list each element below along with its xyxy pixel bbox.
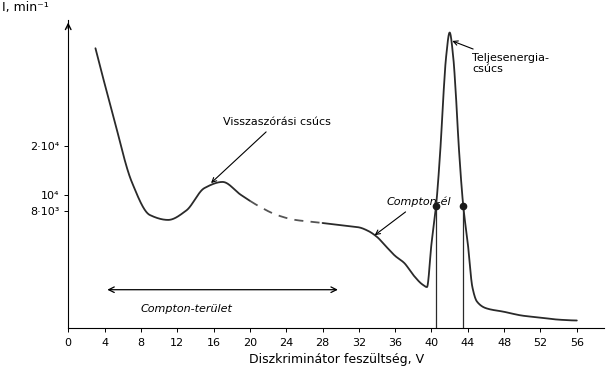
X-axis label: Diszkriminátor feszültség, V: Diszkriminátor feszültség, V [249, 353, 423, 366]
Text: Compton-terület: Compton-terület [141, 304, 233, 314]
Text: Teljesenergia-
csúcs: Teljesenergia- csúcs [453, 41, 549, 74]
Text: Visszaszórási csúcs: Visszaszórási csúcs [212, 117, 331, 182]
Y-axis label: I, min⁻¹: I, min⁻¹ [2, 0, 49, 13]
Text: Compton-él: Compton-él [376, 197, 451, 235]
